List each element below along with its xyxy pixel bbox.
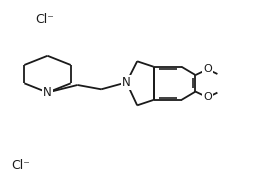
Text: N: N bbox=[122, 76, 131, 89]
Text: O: O bbox=[203, 64, 212, 74]
Text: Cl⁻: Cl⁻ bbox=[36, 13, 54, 26]
Text: N: N bbox=[43, 86, 52, 99]
Text: O: O bbox=[203, 92, 212, 102]
Text: Cl⁻: Cl⁻ bbox=[11, 159, 30, 172]
